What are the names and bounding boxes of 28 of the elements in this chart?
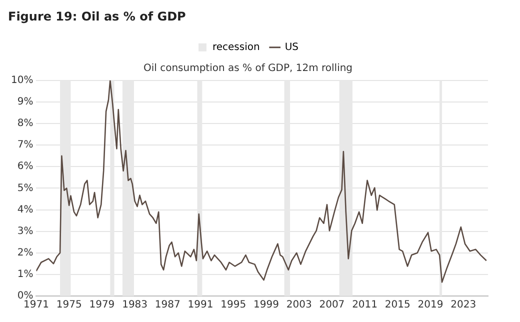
x-tick-label: 2015 — [384, 300, 410, 311]
y-tick-label: 4% — [17, 204, 34, 216]
x-tick-label: 1975 — [56, 300, 82, 311]
chart-subtitle: Oil consumption as % of GDP, 12m rolling — [143, 62, 353, 74]
x-tick-label: 1999 — [253, 300, 279, 311]
x-tick-label: 2007 — [319, 300, 345, 311]
legend-label: recession — [212, 42, 260, 53]
y-tick-label: 5% — [17, 182, 34, 194]
y-tick-label: 1% — [17, 269, 34, 280]
y-tick-label: 10% — [10, 74, 34, 86]
y-tick-label: 6% — [17, 161, 34, 172]
x-tick-label: 1987 — [154, 300, 180, 311]
x-tick-label: 2003 — [286, 300, 312, 311]
chart-title: Figure 19: Oil as % of GDP — [8, 9, 186, 24]
y-tick-label: 9% — [17, 96, 34, 108]
y-tick-label: 2% — [17, 247, 34, 258]
x-tick-label: 1991 — [188, 300, 214, 311]
x-tick-label: 2023 — [450, 300, 476, 311]
x-tick-label: 1995 — [220, 300, 246, 311]
y-tick-label: 3% — [17, 226, 34, 237]
x-tick-label: 1983 — [122, 300, 148, 311]
y-tick-label: 8% — [17, 118, 34, 130]
x-tick-label: 1979 — [89, 300, 115, 311]
x-tick-label: 2019 — [418, 300, 444, 311]
x-tick-label: 2011 — [352, 300, 378, 311]
x-tick-label: 1971 — [24, 300, 49, 311]
y-tick-label: 7% — [17, 140, 34, 151]
legend-label: US — [284, 42, 299, 53]
